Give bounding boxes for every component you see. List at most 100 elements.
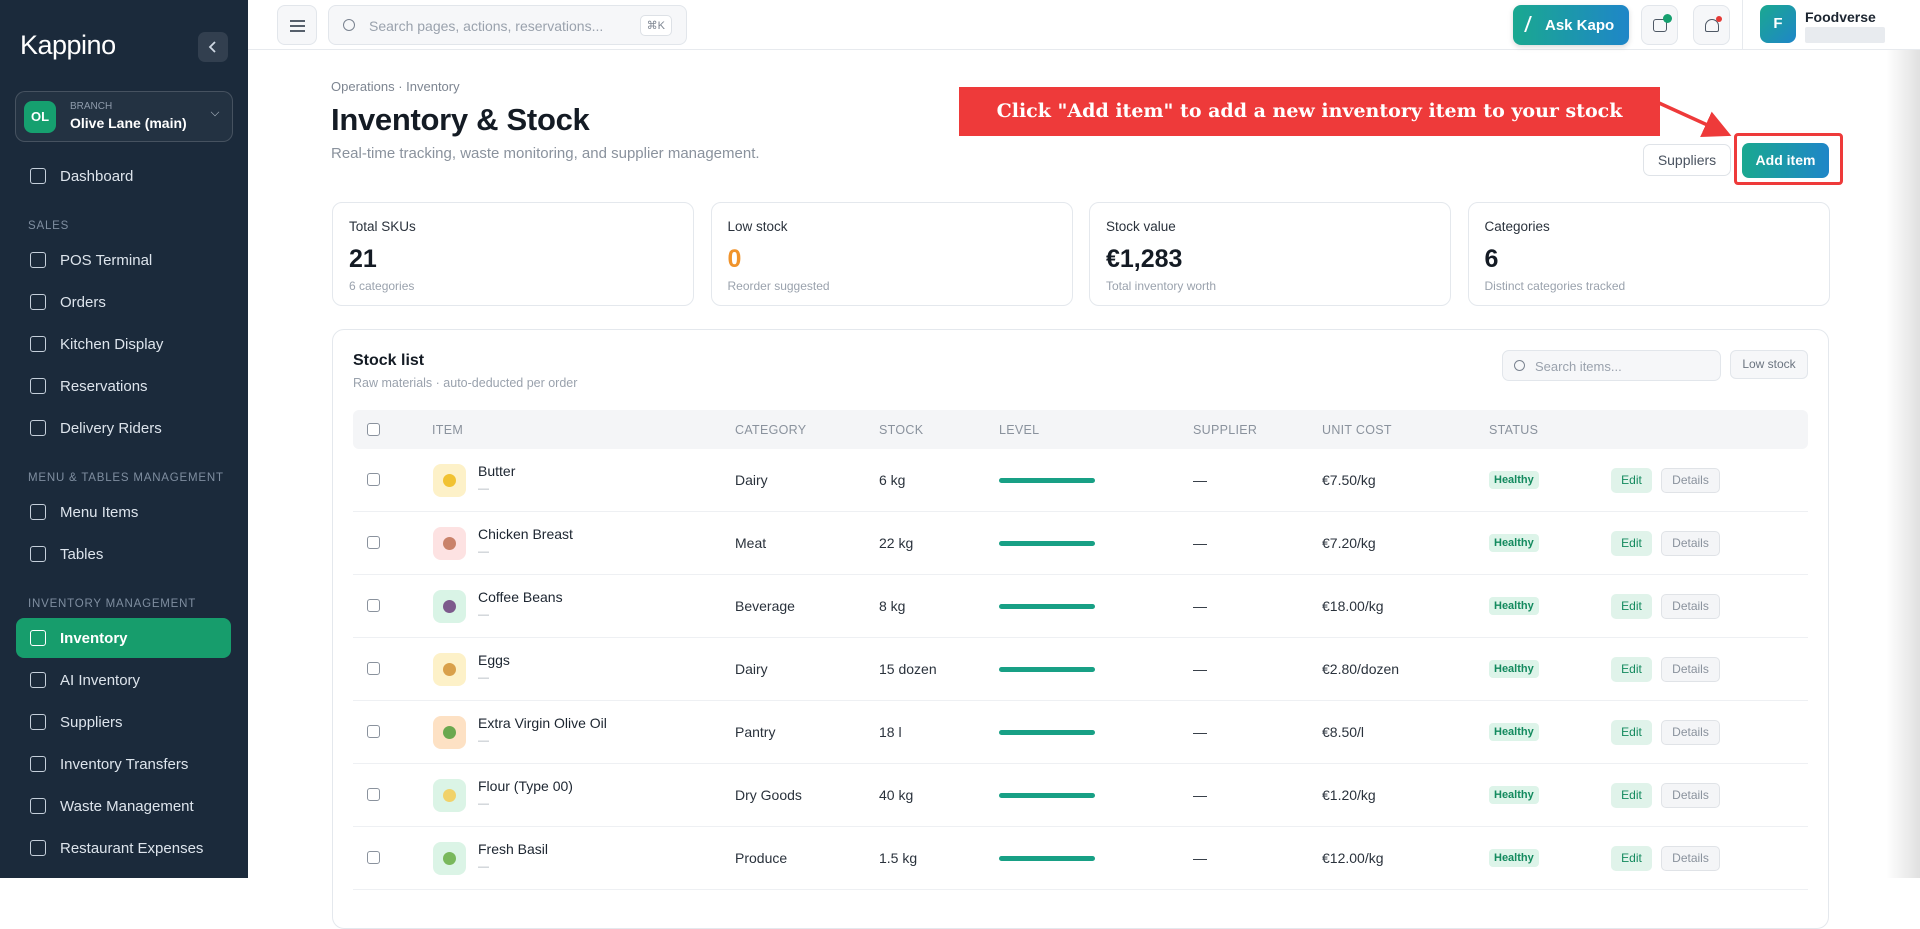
icon-button[interactable] <box>1641 5 1678 45</box>
nav-label: Dashboard <box>60 168 134 185</box>
item-name: Fresh Basil <box>478 841 549 857</box>
stat-card: Low stock 0 Reorder suggested <box>710 202 1073 306</box>
level-bar <box>999 793 1095 798</box>
nav-icon <box>30 714 46 730</box>
nav-icon <box>30 630 46 646</box>
item-icon-glyph <box>443 663 456 676</box>
search-box[interactable]: Search pages, actions, reservations... ⌘K <box>328 5 687 45</box>
stat-sub: Distinct categories tracked <box>1484 279 1626 293</box>
suppliers-button[interactable]: Suppliers <box>1643 144 1731 176</box>
supplier: — <box>1193 850 1207 866</box>
avatar[interactable]: F <box>1760 5 1796 43</box>
nav-item[interactable]: Waste Management <box>16 786 231 826</box>
nav-label: Inventory <box>60 630 128 647</box>
column-header: STATUS <box>1489 423 1539 437</box>
menu-bar <box>290 25 305 27</box>
item-icon-glyph <box>443 726 456 739</box>
checkbox[interactable] <box>367 662 380 675</box>
checkbox[interactable] <box>367 599 380 612</box>
stat-value: 0 <box>727 245 742 273</box>
stock: 1.5 kg <box>879 850 918 866</box>
stat-label: Low stock <box>727 219 788 234</box>
table-search[interactable]: Search items... <box>1502 350 1721 381</box>
checkbox[interactable] <box>367 473 380 486</box>
checkbox[interactable] <box>367 536 380 549</box>
checkbox[interactable] <box>367 851 380 864</box>
shortcut-chip: ⌘K <box>639 15 672 36</box>
menu-bar <box>290 30 305 32</box>
level-bar <box>999 856 1095 861</box>
collapse-button[interactable] <box>198 32 228 62</box>
nav-icon <box>30 798 46 814</box>
nav-item[interactable]: POS Terminal <box>16 240 231 280</box>
item-name: Butter <box>478 463 516 479</box>
search-icon <box>1514 360 1525 371</box>
nav-item[interactable]: Inventory <box>16 618 231 658</box>
details-button[interactable]: Details <box>1661 468 1720 493</box>
icon-button[interactable] <box>1693 5 1730 45</box>
nav-item[interactable]: Inventory Transfers <box>16 744 231 784</box>
edit-button[interactable]: Edit <box>1611 783 1652 808</box>
item-note: — <box>478 735 489 747</box>
details-button[interactable]: Details <box>1661 783 1720 808</box>
add-item-button[interactable]: Add item <box>1742 143 1829 178</box>
nav-item[interactable]: AI Inventory <box>16 660 231 700</box>
status-badge: Healthy <box>1489 723 1539 741</box>
category: Produce <box>735 850 788 866</box>
level-bar <box>999 478 1095 483</box>
edit-button[interactable]: Edit <box>1611 846 1652 871</box>
item-name: Flour (Type 00) <box>478 778 573 794</box>
nav-icon <box>30 756 46 772</box>
unit-cost: €7.50/kg <box>1322 472 1376 488</box>
item-icon <box>433 590 466 623</box>
table-subtitle: Raw materials · auto-deducted per order <box>353 376 578 390</box>
nav-item[interactable]: Tables <box>16 534 231 574</box>
low-stock-filter[interactable]: Low stock <box>1730 350 1808 379</box>
stat-label: Stock value <box>1106 219 1176 234</box>
unit-cost: €7.20/kg <box>1322 535 1376 551</box>
nav-item[interactable]: Dashboard <box>16 156 231 196</box>
ask-kapo-button[interactable]: Ask Kapo <box>1513 5 1629 45</box>
stat-value: 21 <box>349 245 377 273</box>
nav-item[interactable]: Menu Items <box>16 492 231 532</box>
checkbox[interactable] <box>367 725 380 738</box>
item-note: — <box>478 609 489 621</box>
table-row: Eggs — Dairy 15 dozen — €2.80/dozen Healthy Edi… <box>353 638 1808 701</box>
nav-label: Restaurant Expenses <box>60 840 204 857</box>
nav-icon <box>30 252 46 268</box>
page-title: Inventory & Stock <box>331 102 590 137</box>
nav-item[interactable]: Reservations <box>16 366 231 406</box>
checkbox[interactable] <box>367 788 380 801</box>
details-button[interactable]: Details <box>1661 657 1720 682</box>
nav-item[interactable]: Kitchen Display <box>16 324 231 364</box>
details-button[interactable]: Details <box>1661 594 1720 619</box>
item-name: Chicken Breast <box>478 526 573 542</box>
checkbox[interactable] <box>367 423 380 436</box>
column-header: SUPPLIER <box>1193 423 1258 437</box>
profile-sub <box>1805 27 1885 43</box>
details-button[interactable]: Details <box>1661 531 1720 556</box>
edit-button[interactable]: Edit <box>1611 657 1652 682</box>
scroll-shade <box>1886 0 1920 878</box>
nav-item[interactable]: Orders <box>16 282 231 322</box>
annotation: Click "Add item" to add a new inventory … <box>959 87 1660 136</box>
edit-button[interactable]: Edit <box>1611 468 1652 493</box>
nav-item[interactable]: Suppliers <box>16 702 231 742</box>
branch-chevron <box>210 107 220 117</box>
stock: 40 kg <box>879 787 914 803</box>
edit-button[interactable]: Edit <box>1611 720 1652 745</box>
nav-item[interactable]: Delivery Riders <box>16 408 231 448</box>
edit-button[interactable]: Edit <box>1611 594 1652 619</box>
nav-label: Orders <box>60 294 106 311</box>
details-button[interactable]: Details <box>1661 720 1720 745</box>
nav-label: Tables <box>60 546 104 563</box>
status-badge: Healthy <box>1489 849 1539 867</box>
menu-button[interactable] <box>277 5 317 45</box>
item-icon <box>433 716 466 749</box>
nav-item[interactable]: Restaurant Expenses <box>16 828 231 868</box>
details-button[interactable]: Details <box>1661 846 1720 871</box>
branch-selector[interactable]: OL BRANCH Olive Lane (main) <box>15 91 233 142</box>
edit-button[interactable]: Edit <box>1611 531 1652 556</box>
